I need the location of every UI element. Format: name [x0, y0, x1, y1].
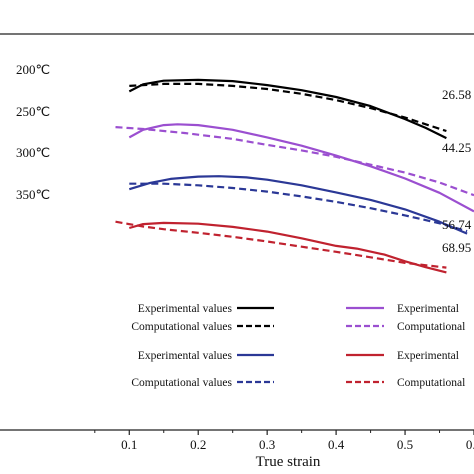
legend-label: Experimental values: [138, 303, 233, 315]
temperature-label: 350℃: [16, 187, 50, 202]
x-tick-label: 0.3: [259, 437, 275, 452]
series-line-experimental: [128, 175, 468, 235]
x-tick-label: 0.6: [466, 437, 474, 452]
legend-label: Experimental: [397, 303, 459, 315]
right-value-label: 68.95: [442, 240, 471, 255]
temperature-label: 300℃: [16, 145, 50, 160]
legend-label: Computational values: [131, 321, 232, 333]
x-tick-label: 0.2: [190, 437, 206, 452]
plot-frame: [0, 33, 474, 431]
series-lines: [115, 78, 474, 274]
series-line-computational: [115, 220, 447, 269]
x-tick-label: 0.4: [328, 437, 345, 452]
x-tick-label: 0.5: [397, 437, 413, 452]
legend-label: Experimental values: [138, 350, 233, 362]
x-axis-label: True strain: [256, 454, 321, 470]
temperature-label: 200℃: [16, 62, 50, 77]
series-line-computational: [129, 82, 447, 133]
series-line-experimental: [128, 123, 474, 213]
series-line-experimental: [129, 221, 447, 274]
right-value-label: 56.74: [442, 217, 472, 232]
legend: Experimental values Computational values E…: [131, 303, 465, 389]
legend-label: Experimental: [397, 350, 459, 362]
right-value-label: 44.25: [442, 140, 471, 155]
series-line-experimental: [128, 78, 447, 140]
temperature-labels: 200℃ 250℃ 300℃ 350℃: [16, 62, 50, 202]
x-tick-label: 0.1: [121, 437, 137, 452]
legend-label: Computational values: [131, 377, 232, 389]
x-axis: 0.1 0.2 0.3 0.4 0.5 0.6: [94, 430, 474, 452]
right-value-labels: 26.58 44.25 56.74 68.95: [442, 87, 472, 255]
series-line-computational: [115, 126, 474, 197]
series-line-computational: [129, 182, 468, 233]
legend-label: Computational: [397, 377, 465, 389]
right-value-label: 26.58: [442, 87, 471, 102]
temperature-label: 250℃: [16, 104, 50, 119]
legend-label: Computational: [397, 321, 465, 333]
